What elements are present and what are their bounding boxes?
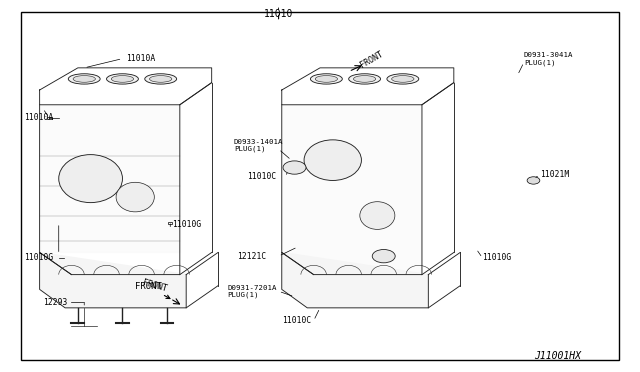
Text: D0933-1401A: D0933-1401A bbox=[234, 139, 284, 145]
Ellipse shape bbox=[304, 140, 362, 180]
Ellipse shape bbox=[316, 76, 337, 82]
Text: 11010G: 11010G bbox=[483, 253, 512, 263]
Ellipse shape bbox=[349, 74, 381, 84]
Ellipse shape bbox=[116, 182, 154, 212]
Ellipse shape bbox=[310, 74, 342, 84]
Text: 12293: 12293 bbox=[43, 298, 67, 307]
Text: FRONT: FRONT bbox=[135, 282, 170, 298]
Text: 11010A: 11010A bbox=[125, 54, 155, 63]
Text: 11010: 11010 bbox=[264, 9, 293, 19]
Text: 11010G: 11010G bbox=[172, 220, 202, 229]
Ellipse shape bbox=[73, 76, 95, 82]
Circle shape bbox=[372, 250, 395, 263]
Text: D0931-7201A: D0931-7201A bbox=[228, 285, 277, 291]
Polygon shape bbox=[40, 253, 186, 308]
Ellipse shape bbox=[392, 76, 414, 82]
Text: PLUG(1): PLUG(1) bbox=[524, 59, 556, 65]
Text: FRONT: FRONT bbox=[358, 49, 385, 70]
Ellipse shape bbox=[150, 76, 172, 82]
Ellipse shape bbox=[59, 155, 122, 203]
Ellipse shape bbox=[353, 76, 376, 82]
Text: FRONT: FRONT bbox=[141, 278, 168, 293]
Polygon shape bbox=[40, 105, 180, 253]
Text: 11010C: 11010C bbox=[246, 172, 276, 181]
Ellipse shape bbox=[387, 74, 419, 84]
Polygon shape bbox=[282, 253, 428, 308]
Ellipse shape bbox=[145, 74, 177, 84]
Text: 11021M: 11021M bbox=[540, 170, 569, 179]
Text: 11010C: 11010C bbox=[282, 316, 311, 325]
Text: 11010A: 11010A bbox=[24, 113, 53, 122]
Text: D0931-3041A: D0931-3041A bbox=[524, 52, 573, 58]
Text: 11010G: 11010G bbox=[24, 253, 53, 263]
Text: PLUG(1): PLUG(1) bbox=[228, 292, 259, 298]
Polygon shape bbox=[282, 105, 422, 275]
Circle shape bbox=[283, 161, 306, 174]
Ellipse shape bbox=[360, 202, 395, 230]
Text: J11001HX: J11001HX bbox=[534, 351, 581, 361]
Text: 12121C: 12121C bbox=[237, 251, 266, 261]
Ellipse shape bbox=[111, 76, 134, 82]
Ellipse shape bbox=[106, 74, 138, 84]
Bar bbox=[168, 222, 172, 224]
Circle shape bbox=[527, 177, 540, 184]
Bar bbox=[47, 116, 52, 119]
Text: PLUG(1): PLUG(1) bbox=[234, 146, 266, 152]
Ellipse shape bbox=[68, 74, 100, 84]
